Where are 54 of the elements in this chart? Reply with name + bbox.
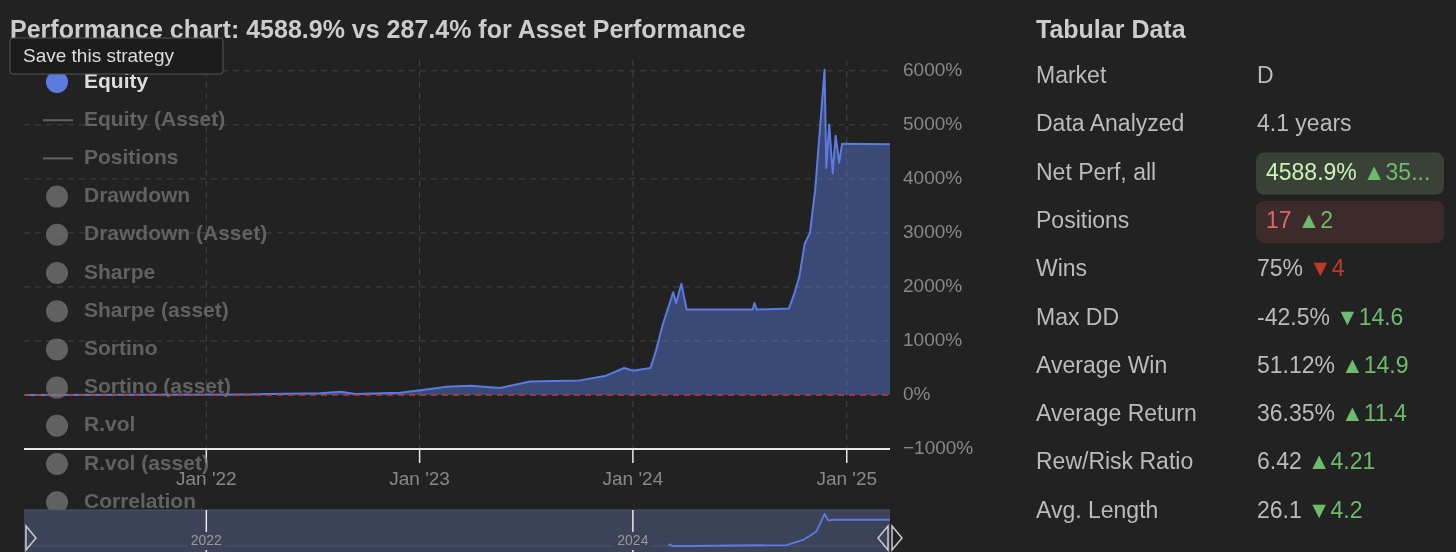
- y-tick-label: 4000%: [903, 166, 963, 188]
- category-label: Market: [1036, 62, 1107, 89]
- legend-label: Drawdown (Asset): [84, 221, 268, 245]
- y-tick-label: −1000%: [903, 437, 974, 459]
- legend-label: Drawdown: [84, 183, 191, 207]
- text: 4.1 years: [1257, 110, 1352, 137]
- annotation: Save this strategy: [23, 45, 175, 67]
- y-tick-label: 6000%: [903, 58, 963, 80]
- legend-label: Correlation: [84, 488, 197, 512]
- text: ▼4.2: [1307, 496, 1363, 523]
- text: ▲35...: [1362, 158, 1431, 185]
- legend-label: Sharpe (asset): [84, 297, 229, 321]
- y-tick-label: 5000%: [903, 112, 963, 134]
- text: 51.12%: [1257, 351, 1336, 378]
- legend-label: R.vol: [84, 412, 136, 436]
- category-label: Max DD: [1036, 303, 1120, 330]
- category-label: Average Win: [1036, 351, 1168, 378]
- legend-label: Sortino: [84, 335, 158, 359]
- text: 75%: [1257, 255, 1304, 282]
- text: Tabular Data: [1036, 15, 1187, 43]
- text: ▼14.6: [1335, 303, 1404, 330]
- legend-label: Equity (Asset): [84, 106, 226, 130]
- text: 4588.9%: [1266, 158, 1357, 185]
- legend-label: Positions: [84, 144, 179, 168]
- text: 26.1: [1257, 496, 1302, 523]
- text: D: [1257, 62, 1274, 89]
- text: 36.35%: [1257, 400, 1336, 427]
- text: 6.42: [1257, 448, 1302, 475]
- y-tick-label: 0%: [903, 382, 931, 404]
- text: ▼4: [1309, 255, 1345, 282]
- tooltip: Save this strategy: [9, 37, 224, 75]
- legend-label: Sharpe: [84, 259, 156, 283]
- category-label: Rew/Risk Ratio: [1036, 448, 1194, 475]
- category-label: Average Return: [1036, 400, 1197, 427]
- text: -42.5%: [1257, 303, 1330, 330]
- x-tick-label: Jan '23: [389, 468, 450, 489]
- text: ▲14.9: [1341, 351, 1409, 378]
- text: ▲11.4: [1341, 400, 1408, 427]
- x-tick-label: Jan '25: [816, 468, 878, 489]
- x-tick-label: 2024: [617, 532, 649, 548]
- category-label: Net Perf, all: [1036, 158, 1157, 185]
- text: ▲4.21: [1307, 448, 1376, 475]
- legend-label: Sortino (asset): [84, 374, 232, 398]
- category-label: Avg. Length: [1036, 496, 1159, 523]
- x-tick-label: 2022: [190, 532, 223, 548]
- x-tick-label: Jan '24: [602, 468, 664, 489]
- category-label: Positions: [1036, 206, 1130, 233]
- y-tick-label: 2000%: [903, 274, 963, 296]
- text: 17: [1266, 206, 1292, 233]
- y-tick-label: 3000%: [903, 220, 963, 242]
- y-tick-label: 1000%: [903, 328, 963, 350]
- category-label: Data Analyzed: [1036, 110, 1185, 137]
- text: ▲2: [1297, 206, 1334, 233]
- category-label: Wins: [1036, 255, 1088, 282]
